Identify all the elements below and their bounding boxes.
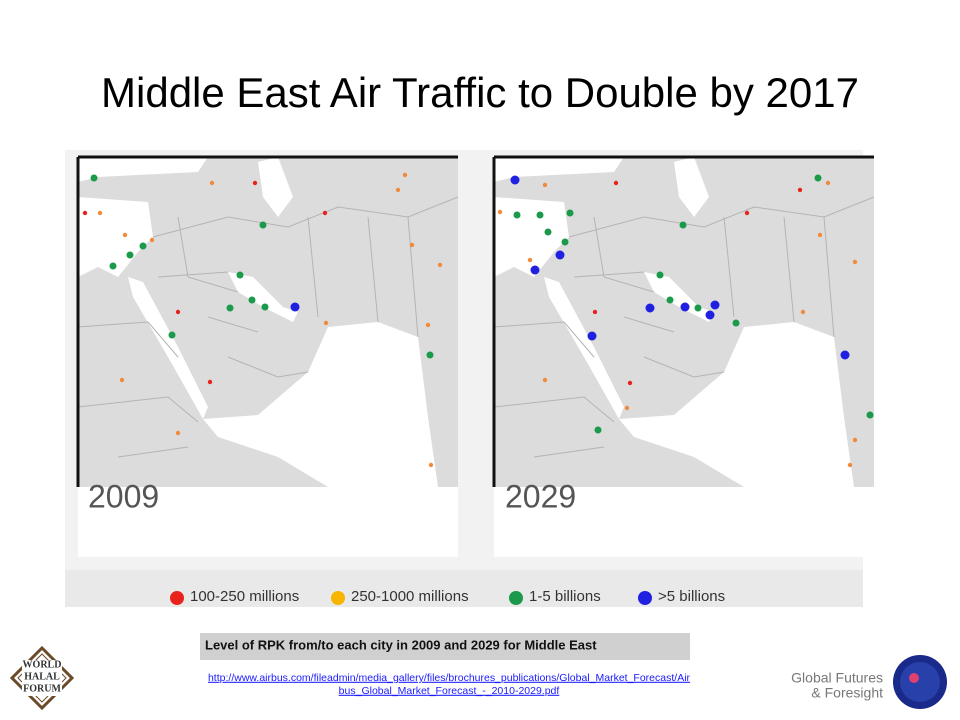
city-dot xyxy=(732,319,740,327)
city-dot xyxy=(82,210,88,216)
legend-swatch xyxy=(331,591,345,605)
city-dot xyxy=(555,250,565,260)
city-dot xyxy=(536,211,544,219)
city-dot xyxy=(513,211,521,219)
city-dot xyxy=(290,302,300,312)
city-dot xyxy=(587,331,597,341)
logo-text: HALAL xyxy=(24,671,60,682)
city-dot xyxy=(817,232,823,238)
city-dot xyxy=(207,379,213,385)
city-dot xyxy=(149,237,155,243)
city-dot xyxy=(175,309,181,315)
city-dot xyxy=(248,296,256,304)
legend-swatch xyxy=(170,591,184,605)
city-dot xyxy=(680,302,690,312)
city-dot xyxy=(209,180,215,186)
logo: WORLD HALAL FORUM xyxy=(9,645,75,711)
city-dot xyxy=(261,303,269,311)
city-dot xyxy=(666,296,674,304)
city-dot xyxy=(656,271,664,279)
city-dot xyxy=(814,174,822,182)
city-dot xyxy=(542,377,548,383)
city-dot xyxy=(425,322,431,328)
city-dot xyxy=(852,259,858,265)
city-dot xyxy=(561,238,569,246)
city-dot xyxy=(710,300,720,310)
city-dot xyxy=(437,262,443,268)
caption: Level of RPK from/to each city in 2009 a… xyxy=(205,637,597,652)
city-dot xyxy=(428,462,434,468)
legend-label: 100-250 millions xyxy=(190,588,299,605)
city-dot xyxy=(510,175,520,185)
city-dots xyxy=(82,172,874,468)
city-dot xyxy=(800,309,806,315)
city-dot xyxy=(744,210,750,216)
city-dot xyxy=(236,271,244,279)
city-dot xyxy=(645,303,655,313)
city-dot xyxy=(797,187,803,193)
city-dot xyxy=(530,265,540,275)
legend xyxy=(65,570,863,607)
city-dot xyxy=(592,309,598,315)
city-dot xyxy=(679,221,687,229)
brand-icon xyxy=(900,662,940,702)
city-dot xyxy=(175,430,181,436)
city-dot xyxy=(825,180,831,186)
city-dot xyxy=(594,426,602,434)
city-dot xyxy=(323,320,329,326)
city-dot xyxy=(126,251,134,259)
map-year: 2009 xyxy=(88,478,159,514)
map-year: 2029 xyxy=(505,478,576,514)
logo-text: WORLD xyxy=(23,659,62,670)
city-dot xyxy=(852,437,858,443)
city-dot xyxy=(624,405,630,411)
city-dot xyxy=(122,232,128,238)
caption-box xyxy=(200,633,690,660)
map-2029 xyxy=(492,155,876,489)
legend-label: >5 billions xyxy=(658,588,725,605)
brand-icon xyxy=(909,673,919,683)
slide-title: Middle East Air Traffic to Double by 201… xyxy=(101,69,859,116)
legend-label: 1-5 billions xyxy=(529,588,601,605)
legend-swatch xyxy=(638,591,652,605)
city-dot xyxy=(402,172,408,178)
map-2009 xyxy=(76,155,460,489)
city-dot xyxy=(259,221,267,229)
city-dot xyxy=(109,262,117,270)
brand-text: & Foresight xyxy=(811,685,883,701)
city-dot xyxy=(395,187,401,193)
city-dot xyxy=(847,462,853,468)
legend-swatch xyxy=(509,591,523,605)
city-dot xyxy=(705,310,715,320)
city-dot xyxy=(322,210,328,216)
logo-text: FORUM xyxy=(23,683,61,694)
city-dot xyxy=(426,351,434,359)
city-dot xyxy=(139,242,147,250)
map-footer xyxy=(494,487,872,557)
city-dot xyxy=(168,331,176,339)
city-dot xyxy=(866,411,874,419)
city-dot xyxy=(497,209,503,215)
brand-text: Global Futures xyxy=(791,670,883,686)
city-dot xyxy=(613,180,619,186)
city-dot xyxy=(226,304,234,312)
source-link[interactable]: bus_Global_Market_Forecast_-_2010-2029.p… xyxy=(339,685,560,697)
map-footer xyxy=(78,487,458,557)
city-dot xyxy=(97,210,103,216)
city-dot xyxy=(627,380,633,386)
city-dot xyxy=(119,377,125,383)
city-dot xyxy=(90,174,98,182)
source-link[interactable]: http://www.airbus.com/fileadmin/media_ga… xyxy=(208,672,691,684)
city-dot xyxy=(542,182,548,188)
city-dot xyxy=(527,257,533,263)
legend-label: 250-1000 millions xyxy=(351,588,469,605)
city-dot xyxy=(252,180,258,186)
city-dot xyxy=(409,242,415,248)
city-dot xyxy=(544,228,552,236)
city-dot xyxy=(840,350,850,360)
city-dot xyxy=(566,209,574,217)
city-dot xyxy=(694,304,702,312)
